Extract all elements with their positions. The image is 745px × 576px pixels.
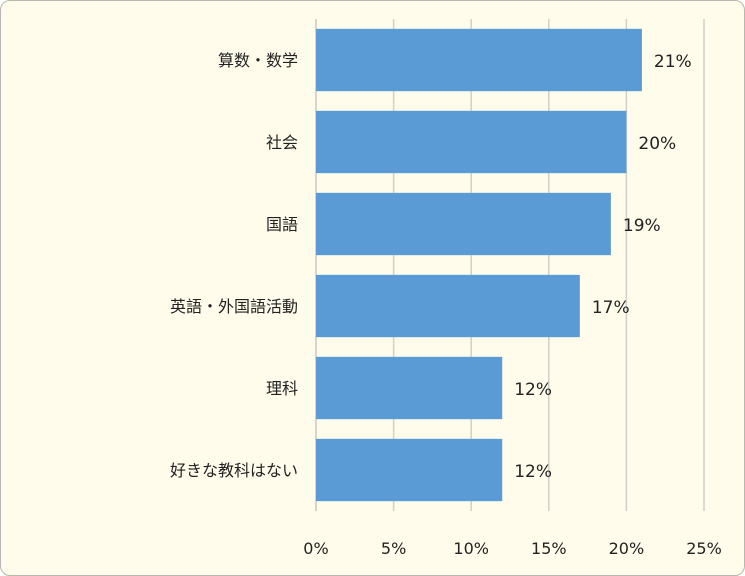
category-label: 英語・外国語活動 [170,297,298,316]
bar [316,110,627,174]
bar [316,356,503,420]
x-tick-label: 25% [686,539,722,558]
data-label: 20% [638,134,676,154]
data-label: 12% [514,380,552,400]
bar [316,28,642,92]
bars [316,28,642,502]
bar [316,274,580,338]
grid-lines [315,19,705,511]
data-label: 19% [623,216,661,236]
data-label: 12% [514,462,552,482]
x-tick-label: 10% [453,539,489,558]
x-tick-label: 5% [381,539,406,558]
data-label: 21% [654,52,692,72]
category-label: 算数・数学 [218,51,298,70]
bar [316,438,503,502]
category-label: 理科 [266,379,298,398]
category-label: 好きな教科はない [170,461,298,480]
x-tick-label: 20% [609,539,645,558]
bar [316,192,611,256]
category-label: 国語 [266,215,298,234]
x-tick-label: 15% [531,539,567,558]
data-label: 17% [592,298,630,318]
x-tick-label: 0% [303,539,328,558]
labels: 0% 5% 10% 15% 20% 25% 算数・数学 21% 社会 20% 国語 19% 英語・外国語… [170,51,722,558]
category-label: 社会 [266,133,298,152]
